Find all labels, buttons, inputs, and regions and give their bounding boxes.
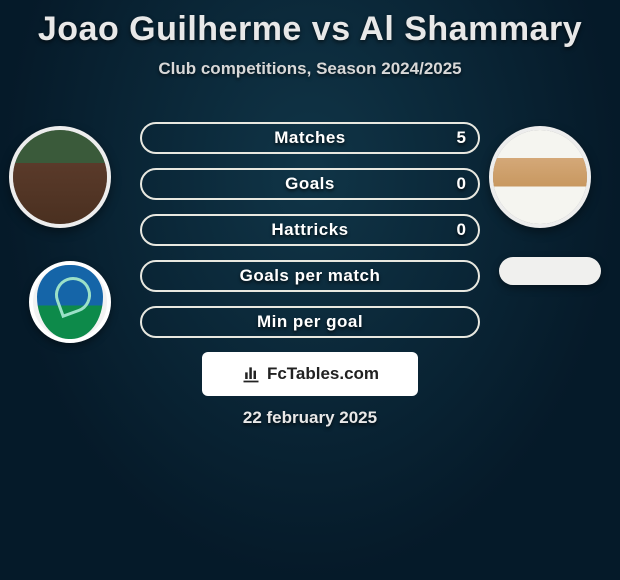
stat-label: Matches <box>274 128 346 148</box>
stat-row: Hattricks 0 <box>140 214 480 246</box>
source-label: FcTables.com <box>267 364 379 384</box>
chart-icon <box>241 364 261 384</box>
stat-row: Goals 0 <box>140 168 480 200</box>
stat-row: Matches 5 <box>140 122 480 154</box>
club-crest-icon <box>37 265 103 339</box>
stat-label: Min per goal <box>257 312 363 332</box>
date-label: 22 february 2025 <box>0 408 620 428</box>
stat-label: Goals per match <box>240 266 381 286</box>
stats-table: Matches 5 Goals 0 Hattricks 0 Goals per … <box>140 122 480 352</box>
avatar-placeholder-icon <box>13 130 107 224</box>
player-right-avatar <box>489 126 591 228</box>
club-left-badge <box>29 261 111 343</box>
stat-row: Goals per match <box>140 260 480 292</box>
page-subtitle: Club competitions, Season 2024/2025 <box>0 59 620 79</box>
stat-label: Goals <box>285 174 335 194</box>
stat-row: Min per goal <box>140 306 480 338</box>
page-title: Joao Guilherme vs Al Shammary <box>0 0 620 49</box>
stat-label: Hattricks <box>271 220 348 240</box>
card-content: Joao Guilherme vs Al Shammary Club compe… <box>0 0 620 580</box>
stat-right-value: 5 <box>457 124 466 152</box>
source-link[interactable]: FcTables.com <box>202 352 418 396</box>
club-right-badge <box>499 257 601 285</box>
stat-right-value: 0 <box>457 170 466 198</box>
avatar-placeholder-icon <box>493 130 587 224</box>
stat-right-value: 0 <box>457 216 466 244</box>
player-left-avatar <box>9 126 111 228</box>
